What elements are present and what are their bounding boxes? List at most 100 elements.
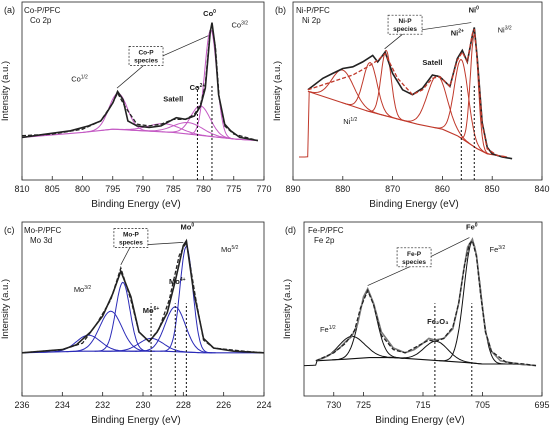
peak-label: Satell (163, 94, 183, 103)
peak-label-superscript: 1/2 (350, 117, 357, 123)
peak-label: Ni3/2 (498, 25, 512, 34)
x-tick-label: 725 (356, 400, 371, 410)
peak-label: Mo0 (181, 223, 195, 232)
panel-region: Fe 2p (314, 236, 335, 245)
panel-sample: Mo-P/PFC (24, 226, 62, 235)
x-tick-label: 234 (55, 400, 70, 410)
peak-label-superscript: 0 (191, 223, 194, 229)
peak-label: Fe0 (466, 223, 478, 232)
panel-region: Ni 2p (302, 16, 321, 25)
peak-label-superscript: 4+ (180, 277, 186, 283)
peak-label: Co3/2 (232, 20, 249, 29)
x-axis-label: Binding Energy (eV) (375, 415, 465, 426)
x-tick-label: 236 (14, 400, 29, 410)
x-tick-label: 890 (285, 184, 300, 194)
y-axis-label: Intensity (a.u.) (0, 279, 11, 339)
fit-envelope-line (307, 28, 508, 158)
fit-component-peak (66, 310, 156, 353)
peak-label: Fe1/2 (320, 325, 336, 334)
fit-component-peak (299, 69, 387, 158)
raw-spectrum-line (315, 237, 537, 367)
peak-label-superscript: 0 (476, 6, 479, 12)
x-tick-label: 870 (385, 184, 400, 194)
x-tick-label: 805 (45, 184, 60, 194)
peak-label-superscript: 3/2 (241, 20, 248, 26)
fit-component-peak (397, 75, 478, 150)
peak-label-superscript: 3/2 (84, 285, 91, 291)
peak-label: Co0 (203, 9, 216, 18)
x-tick-label: 232 (95, 400, 110, 410)
fit-component-peak (94, 281, 152, 352)
callout-label: Fe-P (407, 251, 422, 258)
panel-sample: Fe-P/PFC (308, 226, 344, 235)
peak-label-superscript: 0 (213, 9, 216, 15)
peak-label-main: Mo (143, 306, 154, 315)
x-axis-label: Binding Energy (eV) (369, 199, 459, 210)
callout-box (387, 14, 423, 35)
x-tick-label: 770 (256, 184, 271, 194)
peak-label-superscript: 5/2 (231, 245, 238, 251)
fit-envelope-line (315, 239, 537, 367)
peak-label: Co1/2 (71, 75, 88, 84)
peak-label-main: Fe (490, 245, 499, 254)
peak-label-superscript: 0 (475, 223, 478, 229)
fit-component-peak (304, 335, 405, 367)
peak-label-main: Co (232, 20, 242, 29)
peak-label-main: Mo (74, 285, 84, 294)
x-tick-label: 226 (216, 400, 231, 410)
callout-label-species: species (119, 240, 143, 247)
callout-label-species: species (402, 259, 426, 266)
peak-label-main: Satell (163, 94, 183, 103)
x-axis-label: Binding Energy (eV) (91, 415, 181, 426)
x-tick-label: 730 (326, 400, 341, 410)
peak-label-main: Co (71, 75, 81, 84)
fit-component-peak (433, 59, 490, 155)
panel-letter: (b) (275, 5, 286, 15)
chart-panel-2: 236 234 232 230 228 226 224 Binding Energy (eV)… (0, 221, 272, 426)
panel-sample: Ni-P/PFC (296, 6, 330, 15)
panel-region: Co 2p (30, 16, 52, 25)
fit-component-peak (160, 245, 213, 354)
fit-envelope-line (21, 240, 265, 354)
callout-label: Co-P (138, 49, 154, 56)
x-tick-label: 224 (256, 400, 271, 410)
x-tick-label: 230 (135, 400, 150, 410)
peak-label: Mo4+ (169, 277, 186, 286)
callout-label: Ni-P (399, 18, 413, 25)
callout-arrow (116, 63, 147, 89)
x-tick-label: 880 (335, 184, 350, 194)
peak-label-main: Fe (320, 325, 329, 334)
peak-label-superscript: 1/2 (81, 75, 88, 81)
background-line (315, 357, 537, 367)
peak-label: Satell (422, 58, 442, 67)
peak-label: Ni0 (469, 6, 480, 15)
x-tick-label: 795 (105, 184, 120, 194)
peak-label: Ni1/2 (343, 117, 357, 126)
x-tick-label: 780 (196, 184, 211, 194)
x-tick-label: 785 (166, 184, 181, 194)
fit-component-peak (439, 240, 506, 365)
peak-label-superscript: 2+ (200, 83, 206, 89)
peak-label-main: Mo (181, 223, 192, 232)
fit-component-peak (366, 49, 407, 122)
callout-arrow (120, 245, 132, 265)
x-tick-label: 850 (485, 184, 500, 194)
callout-label-species: species (393, 26, 417, 33)
peak-label-main: Ni (343, 117, 350, 126)
x-tick-label: 790 (135, 184, 150, 194)
peak-label: Co2+ (190, 83, 206, 92)
peak-label: Fe3/2 (490, 245, 506, 254)
peak-label-main: Co (203, 9, 213, 18)
plot-frame (292, 1, 543, 181)
y-axis-label: Intensity (a.u.) (282, 279, 293, 339)
chart-panel-3: 730 725 715 705 695 Binding Energy (eV) Intens… (282, 221, 550, 426)
x-tick-label: 860 (435, 184, 450, 194)
peak-label: Mo3/2 (74, 285, 92, 294)
x-tick-label: 775 (226, 184, 241, 194)
peak-label-superscript: 3/2 (498, 245, 505, 251)
callout-box (396, 247, 432, 268)
background-line (307, 90, 508, 158)
chart-panel-1: 890 880 870 860 850 840 Binding Energy (eV) Int… (272, 1, 550, 210)
callout-box (113, 228, 149, 248)
callout-label: Mo-P (123, 232, 140, 239)
